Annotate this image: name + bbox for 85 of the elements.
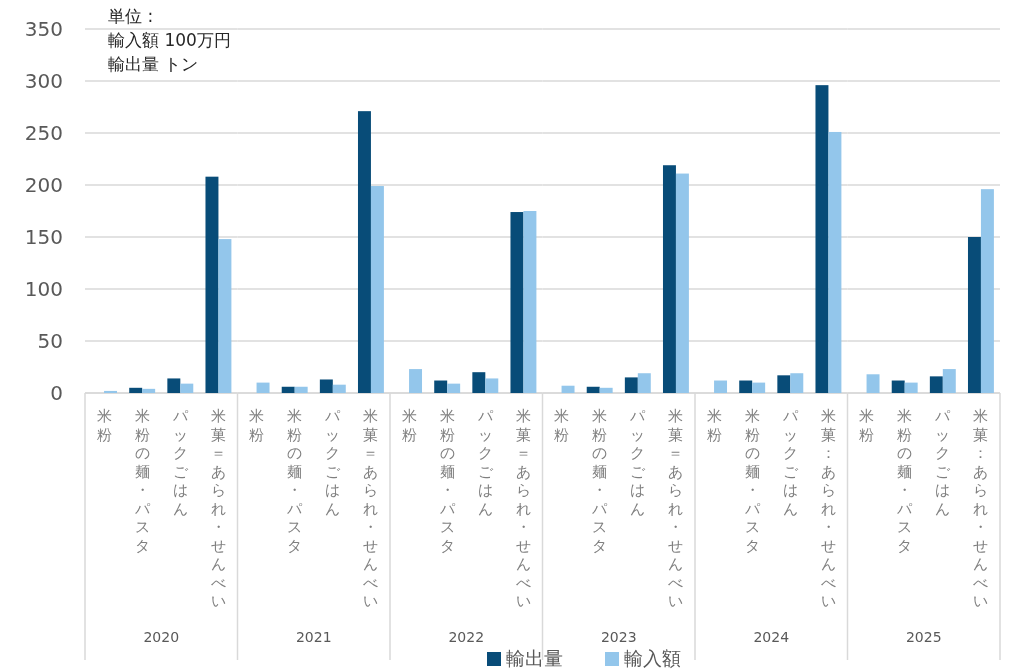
bar xyxy=(205,176,219,393)
bar xyxy=(790,373,804,393)
bar xyxy=(523,211,537,393)
x-tick-label: 米粉の麺・パスタ xyxy=(286,407,304,555)
y-tick-label: 200 xyxy=(24,173,63,197)
annotation: 輸入額 100万円 xyxy=(108,30,231,50)
bar xyxy=(586,386,600,393)
x-tick-label: 米粉 xyxy=(554,407,570,444)
bar xyxy=(472,372,486,393)
bar xyxy=(434,380,448,393)
category-label: 米菓：あられ・せんべい xyxy=(973,407,989,610)
x-axis-title: 2021 xyxy=(295,629,332,645)
bar xyxy=(167,378,181,393)
x-tick-label: 米粉の麺・パスタ xyxy=(133,407,151,555)
bar xyxy=(637,373,651,393)
bar xyxy=(942,369,956,393)
bar xyxy=(891,380,905,393)
y-tick-label: 350 xyxy=(24,17,63,41)
bar xyxy=(739,380,753,393)
bar xyxy=(510,212,524,393)
bar xyxy=(866,374,880,393)
bar xyxy=(714,380,728,393)
category-label: 米菓：あられ・せんべい xyxy=(820,407,836,610)
x-tick-label: 米粉 xyxy=(859,407,875,444)
bar xyxy=(281,386,295,393)
text: 単位 : xyxy=(108,6,154,26)
bar xyxy=(357,111,371,393)
bar xyxy=(256,382,270,393)
x-tick-label: パックごはん xyxy=(629,407,647,518)
x-tick-label: 米粉 xyxy=(401,407,417,444)
x-axis-title: 2025 xyxy=(905,629,942,645)
bar xyxy=(675,173,689,393)
category-label: 米菓＝あられ・せんべい xyxy=(210,407,226,610)
bar xyxy=(319,379,333,393)
x-tick-label: 米粉の麺・パスタ xyxy=(438,407,456,555)
x-axis-title: 2023 xyxy=(600,629,637,645)
category-label: 米菓＝あられ・せんべい xyxy=(515,407,531,610)
bar xyxy=(218,239,232,393)
y-tick-label: 150 xyxy=(24,225,63,249)
bar xyxy=(662,165,676,393)
bar xyxy=(624,377,638,393)
bar xyxy=(777,375,791,393)
bar xyxy=(104,390,118,393)
x-tick-label: パックごはん xyxy=(171,407,189,518)
legend-label: 輸出量 xyxy=(506,647,563,669)
legend-label: 輸入額 xyxy=(624,647,681,669)
bar xyxy=(967,237,981,393)
x-axis-title: 2022 xyxy=(448,629,485,645)
bar xyxy=(294,386,308,393)
y-tick-label: 300 xyxy=(24,69,63,93)
y-tick-label: 50 xyxy=(37,329,63,353)
x-tick-label: 米粉の麺・パスタ xyxy=(591,407,609,555)
y-tick-label: 250 xyxy=(24,121,63,145)
bar xyxy=(752,382,766,393)
bar xyxy=(370,186,384,393)
x-tick-label: 米粉 xyxy=(96,407,112,444)
bar xyxy=(828,131,842,393)
bar xyxy=(142,388,156,393)
bar xyxy=(599,387,613,393)
x-tick-label: 米粉の麺・パスタ xyxy=(896,407,914,555)
x-tick-label: 米粉の麺・パスタ xyxy=(743,407,761,555)
x-tick-label: パックごはん xyxy=(324,407,342,518)
bar xyxy=(129,387,143,393)
bar xyxy=(929,376,943,393)
bar xyxy=(485,378,499,393)
x-axis-title: 2024 xyxy=(753,629,790,645)
category-label: 米菓＝あられ・せんべい xyxy=(668,407,684,610)
x-tick-label: 米粉 xyxy=(249,407,265,444)
bar xyxy=(447,383,461,393)
y-tick-label: 0 xyxy=(50,381,63,405)
bar xyxy=(561,385,575,393)
bar xyxy=(980,189,994,393)
bar xyxy=(904,382,918,393)
x-axis-title: 2020 xyxy=(143,629,180,645)
y-tick-label: 100 xyxy=(24,277,63,301)
x-tick-label: 米粉 xyxy=(706,407,722,444)
bar xyxy=(180,383,194,393)
category-label: 米菓＝あられ・せんべい xyxy=(363,407,379,610)
bar xyxy=(815,85,829,393)
x-tick-label: パックごはん xyxy=(934,407,952,518)
x-tick-label: パックごはん xyxy=(781,407,799,518)
bar xyxy=(332,384,346,393)
bar xyxy=(409,369,423,393)
annotation: 輸出量 トン xyxy=(108,54,199,74)
x-tick-label: パックごはん xyxy=(476,407,494,518)
